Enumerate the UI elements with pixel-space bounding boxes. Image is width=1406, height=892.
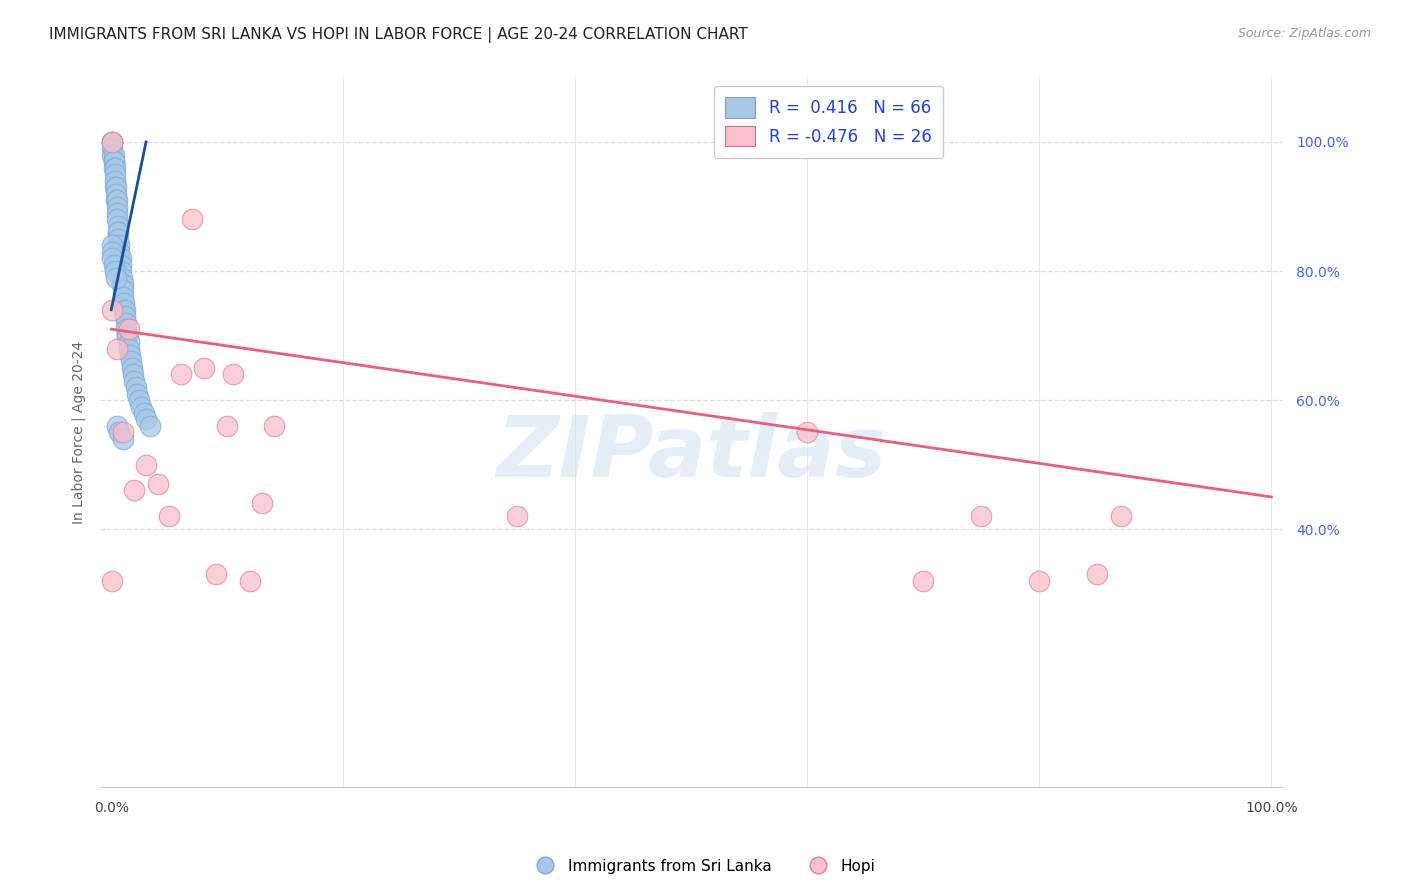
Point bbox=[112, 296, 135, 310]
Text: ZIPatlas: ZIPatlas bbox=[496, 412, 886, 495]
Legend: Immigrants from Sri Lanka, Hopi: Immigrants from Sri Lanka, Hopi bbox=[524, 853, 882, 880]
Point bbox=[104, 167, 127, 181]
Point bbox=[506, 509, 529, 524]
Point bbox=[101, 135, 124, 149]
Point bbox=[110, 251, 132, 265]
Point bbox=[101, 302, 124, 317]
Point bbox=[101, 135, 124, 149]
Point bbox=[101, 148, 124, 162]
Point bbox=[107, 225, 129, 239]
Point bbox=[104, 270, 127, 285]
Point bbox=[104, 180, 127, 194]
Point bbox=[105, 206, 128, 220]
Point bbox=[101, 135, 124, 149]
Point bbox=[101, 135, 124, 149]
Point bbox=[107, 225, 129, 239]
Point bbox=[117, 342, 139, 356]
Point bbox=[101, 244, 124, 259]
Point bbox=[103, 258, 125, 272]
Point bbox=[120, 354, 142, 368]
Point bbox=[105, 193, 128, 207]
Point bbox=[204, 567, 226, 582]
Point bbox=[111, 284, 134, 298]
Point bbox=[157, 509, 180, 524]
Point bbox=[110, 264, 132, 278]
Point bbox=[115, 322, 138, 336]
Point bbox=[121, 360, 143, 375]
Point bbox=[103, 154, 125, 169]
Point bbox=[1085, 567, 1108, 582]
Point bbox=[104, 186, 127, 201]
Point bbox=[1028, 574, 1050, 588]
Point bbox=[135, 458, 157, 472]
Point bbox=[104, 180, 127, 194]
Point bbox=[114, 302, 136, 317]
Point bbox=[101, 574, 124, 588]
Legend: R =  0.416   N = 66, R = -0.476   N = 26: R = 0.416 N = 66, R = -0.476 N = 26 bbox=[714, 86, 943, 158]
Point bbox=[117, 328, 139, 343]
Point bbox=[217, 419, 239, 434]
Text: IMMIGRANTS FROM SRI LANKA VS HOPI IN LABOR FORCE | AGE 20-24 CORRELATION CHART: IMMIGRANTS FROM SRI LANKA VS HOPI IN LAB… bbox=[49, 27, 748, 43]
Point bbox=[111, 432, 134, 446]
Point bbox=[239, 574, 262, 588]
Y-axis label: In Labor Force | Age 20-24: In Labor Force | Age 20-24 bbox=[72, 341, 86, 524]
Point bbox=[105, 200, 128, 214]
Point bbox=[138, 419, 160, 434]
Point bbox=[111, 277, 134, 291]
Point bbox=[193, 360, 215, 375]
Point bbox=[101, 141, 124, 155]
Point bbox=[114, 310, 136, 324]
Point bbox=[115, 316, 138, 330]
Point bbox=[104, 174, 127, 188]
Point bbox=[101, 251, 124, 265]
Point bbox=[970, 509, 993, 524]
Point bbox=[912, 574, 935, 588]
Point bbox=[103, 161, 125, 175]
Point bbox=[111, 277, 134, 291]
Point bbox=[104, 264, 127, 278]
Point bbox=[105, 419, 128, 434]
Point bbox=[111, 425, 134, 440]
Point bbox=[250, 496, 273, 510]
Point bbox=[125, 386, 148, 401]
Point bbox=[170, 368, 193, 382]
Point bbox=[117, 334, 139, 349]
Point bbox=[111, 290, 134, 304]
Point bbox=[222, 368, 245, 382]
Point bbox=[124, 374, 146, 388]
Point bbox=[135, 412, 157, 426]
Point bbox=[104, 193, 127, 207]
Point bbox=[103, 154, 125, 169]
Text: Source: ZipAtlas.com: Source: ZipAtlas.com bbox=[1237, 27, 1371, 40]
Point bbox=[146, 477, 169, 491]
Point bbox=[108, 425, 131, 440]
Point bbox=[124, 483, 146, 498]
Point bbox=[108, 238, 131, 252]
Point bbox=[131, 400, 153, 414]
Point bbox=[124, 380, 146, 394]
Point bbox=[107, 219, 129, 233]
Point bbox=[110, 258, 132, 272]
Point bbox=[796, 425, 818, 440]
Point bbox=[111, 270, 134, 285]
Point bbox=[117, 322, 139, 336]
Point bbox=[101, 238, 124, 252]
Point bbox=[118, 348, 141, 362]
Point bbox=[128, 393, 150, 408]
Point bbox=[108, 244, 131, 259]
Point bbox=[117, 328, 139, 343]
Point bbox=[112, 302, 135, 317]
Point bbox=[105, 212, 128, 227]
Point bbox=[107, 232, 129, 246]
Point bbox=[108, 251, 131, 265]
Point bbox=[181, 212, 204, 227]
Point bbox=[1109, 509, 1132, 524]
Point bbox=[122, 368, 145, 382]
Point bbox=[263, 419, 285, 434]
Point bbox=[132, 406, 155, 420]
Point bbox=[104, 161, 127, 175]
Point bbox=[103, 148, 125, 162]
Point bbox=[105, 342, 128, 356]
